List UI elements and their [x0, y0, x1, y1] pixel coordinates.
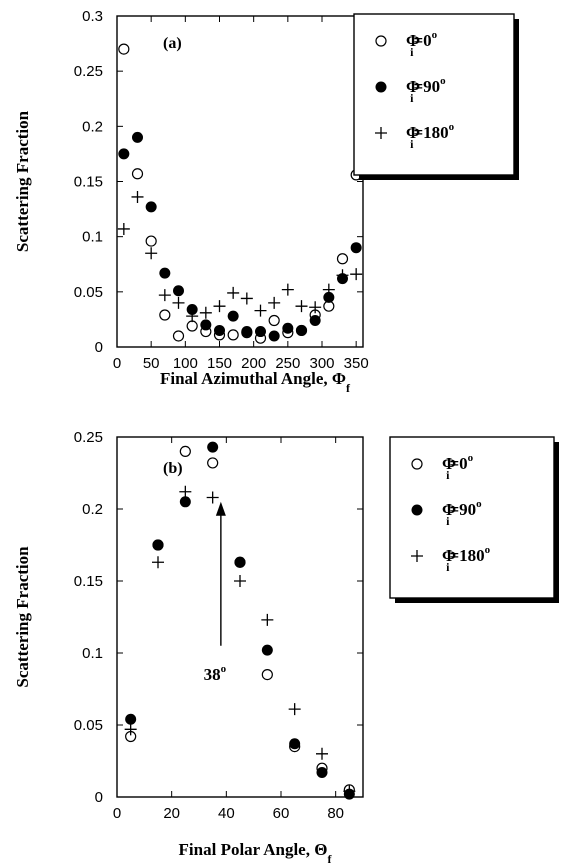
chart-panel-b: 0 20 40 60 80 0 0.05 0.1 0.15 0.2 0.25 Final Polar …	[13, 429, 559, 865]
data-point-plus	[261, 614, 273, 626]
data-point-plus	[268, 297, 280, 309]
data-point-plus	[173, 297, 185, 309]
y-axis-label: Scattering Fraction	[13, 546, 32, 688]
data-point-plus	[159, 289, 171, 301]
data-point-filled-circle	[289, 738, 300, 749]
data-point-plus	[255, 305, 267, 317]
data-point-filled-circle	[296, 325, 307, 336]
y-tick-label: 0.25	[74, 63, 103, 80]
x-tick-label: 350	[344, 355, 369, 372]
data-point-plus	[227, 287, 239, 299]
data-point-open-circle	[119, 44, 129, 54]
data-point-open-circle	[187, 321, 197, 331]
panel-label: (a)	[163, 35, 182, 52]
data-point-filled-circle	[132, 132, 143, 143]
y-tick-label: 0.3	[82, 8, 103, 25]
y-tick-label: 0.1	[82, 229, 103, 246]
data-point-filled-circle	[146, 201, 157, 212]
x-tick-label: 20	[163, 805, 180, 822]
series-open-circle	[126, 446, 355, 794]
y-axis-label: Scattering Fraction	[13, 110, 32, 252]
data-point-open-circle	[208, 458, 218, 468]
data-point-plus	[350, 268, 362, 280]
data-point-filled-circle	[125, 714, 136, 725]
data-point-filled-circle	[351, 242, 362, 253]
data-point-filled-circle	[282, 323, 293, 334]
data-point-filled-circle	[235, 557, 246, 568]
y-tick-label: 0.2	[82, 118, 103, 135]
data-point-plus	[179, 486, 191, 498]
x-tick-label: 50	[143, 355, 160, 372]
data-point-filled-circle	[214, 325, 225, 336]
annotation-arrowhead	[216, 502, 226, 516]
data-point-open-circle	[338, 254, 348, 264]
data-point-filled-circle	[310, 315, 321, 326]
data-point-open-circle	[262, 670, 272, 680]
data-point-plus	[152, 556, 164, 568]
data-point-plus	[316, 748, 328, 760]
data-point-plus	[207, 491, 219, 503]
data-point-filled-circle	[241, 326, 252, 337]
data-point-filled-circle	[207, 442, 218, 453]
data-point-filled-circle	[153, 540, 164, 551]
data-point-open-circle	[269, 316, 279, 326]
data-point-filled-circle	[180, 496, 191, 507]
data-point-plus	[214, 300, 226, 312]
y-tick-label: 0.1	[82, 645, 103, 662]
data-point-plus	[118, 223, 130, 235]
data-point-open-circle	[174, 331, 184, 341]
data-point-plus	[289, 703, 301, 715]
y-tick-label: 0.2	[82, 501, 103, 518]
y-tick-label: 0.15	[74, 174, 103, 191]
data-point-filled-circle	[376, 82, 387, 93]
data-point-filled-circle	[200, 319, 211, 330]
x-tick-label: 0	[113, 355, 121, 372]
data-point-filled-circle	[262, 645, 273, 656]
chart-panel-a: 05010015020025030035000.050.10.150.20.25…	[13, 8, 519, 395]
data-point-plus	[282, 284, 294, 296]
data-point-open-circle	[180, 446, 190, 456]
y-tick-label: 0	[95, 339, 103, 356]
data-point-plus	[132, 191, 144, 203]
y-tick-label: 0	[95, 789, 103, 806]
data-point-filled-circle	[412, 505, 423, 516]
data-point-plus	[200, 307, 212, 319]
plot-frame	[117, 437, 363, 797]
data-point-open-circle	[376, 36, 386, 46]
data-point-filled-circle	[255, 326, 266, 337]
x-tick-label: 40	[218, 805, 235, 822]
data-point-plus	[234, 575, 246, 587]
data-point-filled-circle	[317, 767, 328, 778]
data-point-open-circle	[412, 459, 422, 469]
annotation-label: 38o	[204, 663, 227, 684]
data-point-filled-circle	[228, 311, 239, 322]
legend: Φi=0oΦi=90oΦi=180o	[354, 14, 519, 180]
y-tick-label: 0.25	[74, 429, 103, 446]
data-point-plus	[145, 247, 157, 259]
legend: Φi=0oΦi=90oΦi=180o	[390, 437, 559, 603]
data-point-open-circle	[228, 330, 238, 340]
data-point-filled-circle	[173, 285, 184, 296]
data-point-plus	[296, 300, 308, 312]
data-point-plus	[241, 292, 253, 304]
series-filled-circle	[125, 442, 355, 800]
data-point-open-circle	[146, 236, 156, 246]
y-tick-label: 0.05	[74, 284, 103, 301]
x-axis-label: Final Polar Angle, Θf	[179, 840, 333, 865]
x-tick-label: 80	[327, 805, 344, 822]
x-tick-label: 60	[273, 805, 290, 822]
series-plus	[125, 486, 356, 798]
data-point-filled-circle	[159, 268, 170, 279]
y-tick-label: 0.05	[74, 717, 103, 734]
y-tick-label: 0.15	[74, 573, 103, 590]
x-tick-label: 0	[113, 805, 121, 822]
data-point-open-circle	[160, 310, 170, 320]
panel-label: (b)	[163, 460, 183, 477]
data-point-filled-circle	[118, 148, 129, 159]
data-point-filled-circle	[269, 330, 280, 341]
x-axis-label: Final Azimuthal Angle, Φf	[160, 369, 351, 395]
data-point-open-circle	[133, 169, 143, 179]
